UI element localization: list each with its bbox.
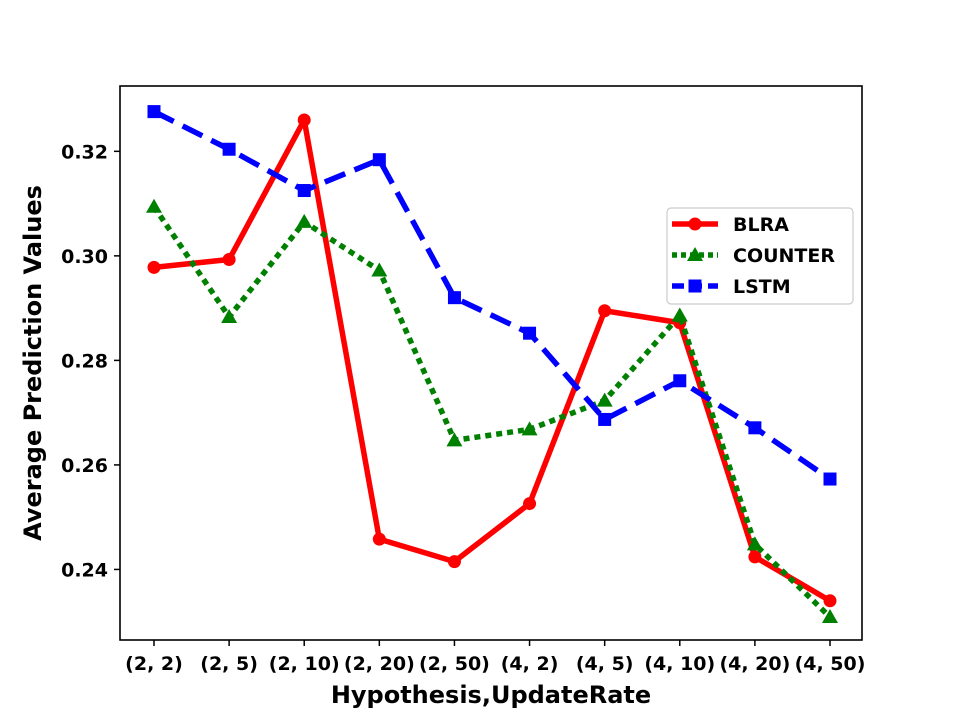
legend-label-lstm: LSTM [733, 276, 791, 298]
data-point-counter [822, 609, 838, 624]
y-tick-label: 0.32 [61, 141, 108, 163]
data-point-counter [296, 213, 313, 228]
legend-box [666, 207, 854, 305]
legend-label-blra: BLRA [733, 214, 789, 236]
x-tick-label: (4, 10) [644, 653, 715, 675]
data-point-blra [372, 532, 386, 546]
x-tick-label: (2, 50) [419, 653, 490, 675]
x-axis-ticks: (2, 2) (2, 5) (2, 10) (2, 20) (2, 50) (4, 2) (… [125, 640, 865, 675]
legend-entries: BLRA COUNTER LSTM [672, 214, 835, 298]
y-axis-ticks: 0.24 0.26 0.28 0.30 0.32 [61, 141, 120, 581]
data-point-lstm [147, 105, 161, 119]
data-point-counter [446, 432, 463, 447]
y-tick-label: 0.24 [61, 559, 108, 581]
series-lstm [147, 105, 837, 486]
y-axis-title: Average Prediction Values [19, 185, 47, 541]
data-point-blra [523, 497, 537, 511]
data-point-blra [823, 594, 837, 608]
legend-marker-blra [688, 217, 702, 231]
data-point-blra [297, 113, 311, 127]
data-point-blra [447, 555, 461, 569]
data-point-blra [598, 304, 612, 318]
legend-entry-counter: COUNTER [672, 245, 835, 267]
data-point-counter [596, 392, 613, 407]
data-point-lstm [823, 472, 837, 486]
data-point-lstm [447, 291, 461, 305]
series-blra [147, 113, 837, 608]
data-point-counter [671, 307, 688, 322]
y-tick-label: 0.30 [61, 246, 108, 268]
data-point-lstm [748, 421, 762, 435]
series-layer [146, 105, 838, 624]
legend: BLRA COUNTER LSTM [666, 207, 854, 305]
x-axis-title: Hypothesis,UpdateRate [331, 681, 651, 709]
series-counter [146, 198, 838, 624]
plot-area-frame [119, 85, 863, 641]
legend-marker-counter [687, 247, 703, 261]
x-tick-label: (4, 2) [501, 653, 559, 675]
data-point-counter [521, 421, 538, 436]
data-point-lstm [372, 153, 386, 167]
data-point-lstm [598, 412, 612, 426]
x-tick-label: (4, 20) [719, 653, 790, 675]
legend-entry-blra: BLRA [672, 214, 789, 236]
data-point-counter [746, 536, 763, 551]
legend-entry-lstm: LSTM [672, 276, 791, 298]
x-tick-label: (2, 10) [269, 653, 340, 675]
legend-label-counter: COUNTER [733, 245, 835, 267]
data-point-counter [221, 309, 238, 324]
data-point-blra [748, 550, 762, 564]
data-point-counter [146, 198, 162, 213]
x-tick-label: (2, 2) [125, 653, 183, 675]
legend-marker-lstm [688, 279, 702, 293]
x-tick-label: (2, 20) [344, 653, 415, 675]
x-tick-label: (4, 5) [576, 653, 634, 675]
data-point-blra [222, 253, 236, 267]
data-point-lstm [222, 142, 236, 156]
data-point-lstm [523, 326, 537, 340]
y-tick-label: 0.28 [61, 350, 108, 372]
series-line-lstm [152, 109, 832, 482]
data-point-lstm [673, 374, 687, 388]
series-line-blra [153, 117, 832, 604]
x-tick-label: (2, 5) [200, 653, 258, 675]
y-tick-label: 0.26 [61, 455, 108, 477]
x-tick-label: (4, 50) [795, 653, 866, 675]
data-point-counter [371, 262, 388, 277]
data-point-lstm [297, 184, 311, 198]
data-point-blra [147, 260, 161, 274]
